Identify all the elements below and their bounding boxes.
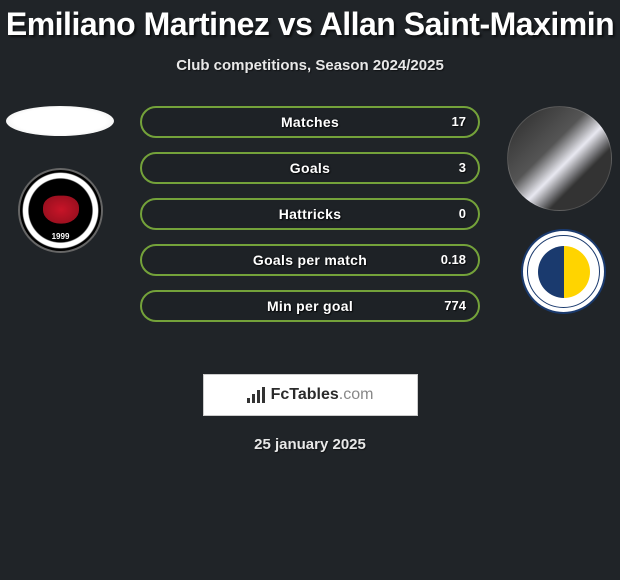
stat-label: Goals per match [142, 246, 478, 274]
stat-label: Matches [142, 108, 478, 136]
footer-date: 25 january 2025 [0, 436, 620, 453]
left-player-column: 1999 [0, 106, 125, 253]
stat-right-value: 3 [459, 154, 466, 182]
bars-icon [247, 387, 267, 403]
stat-right-value: 774 [444, 292, 466, 320]
page-title: Emiliano Martinez vs Allan Saint-Maximin [0, 0, 620, 43]
stat-bars: Matches 17 Goals 3 Hattricks 0 Goals per… [140, 106, 480, 336]
stat-row-matches: Matches 17 [140, 106, 480, 138]
stat-right-value: 0.18 [441, 246, 466, 274]
stat-label: Hattricks [142, 200, 478, 228]
player-photo-right [507, 106, 612, 211]
stat-row-mpg: Min per goal 774 [140, 290, 480, 322]
stat-label: Min per goal [142, 292, 478, 320]
stat-right-value: 0 [459, 200, 466, 228]
stat-row-goals: Goals 3 [140, 152, 480, 184]
brand-main: FcTables [271, 386, 339, 403]
club-badge-right [521, 229, 606, 314]
page-subtitle: Club competitions, Season 2024/2025 [0, 57, 620, 74]
brand-text: FcTables.com [271, 386, 374, 404]
right-player-column [495, 106, 620, 314]
stat-label: Goals [142, 154, 478, 182]
stat-row-gpm: Goals per match 0.18 [140, 244, 480, 276]
club-year-left: 1999 [20, 232, 101, 241]
brand-suffix: .com [339, 386, 374, 403]
stat-row-hattricks: Hattricks 0 [140, 198, 480, 230]
stat-right-value: 17 [452, 108, 466, 136]
brand-box[interactable]: FcTables.com [203, 374, 418, 416]
player-photo-left [6, 106, 114, 136]
comparison-panel: 1999 Matches 17 Goals 3 Hattricks 0 Goal… [0, 106, 620, 366]
club-badge-left: 1999 [18, 168, 103, 253]
